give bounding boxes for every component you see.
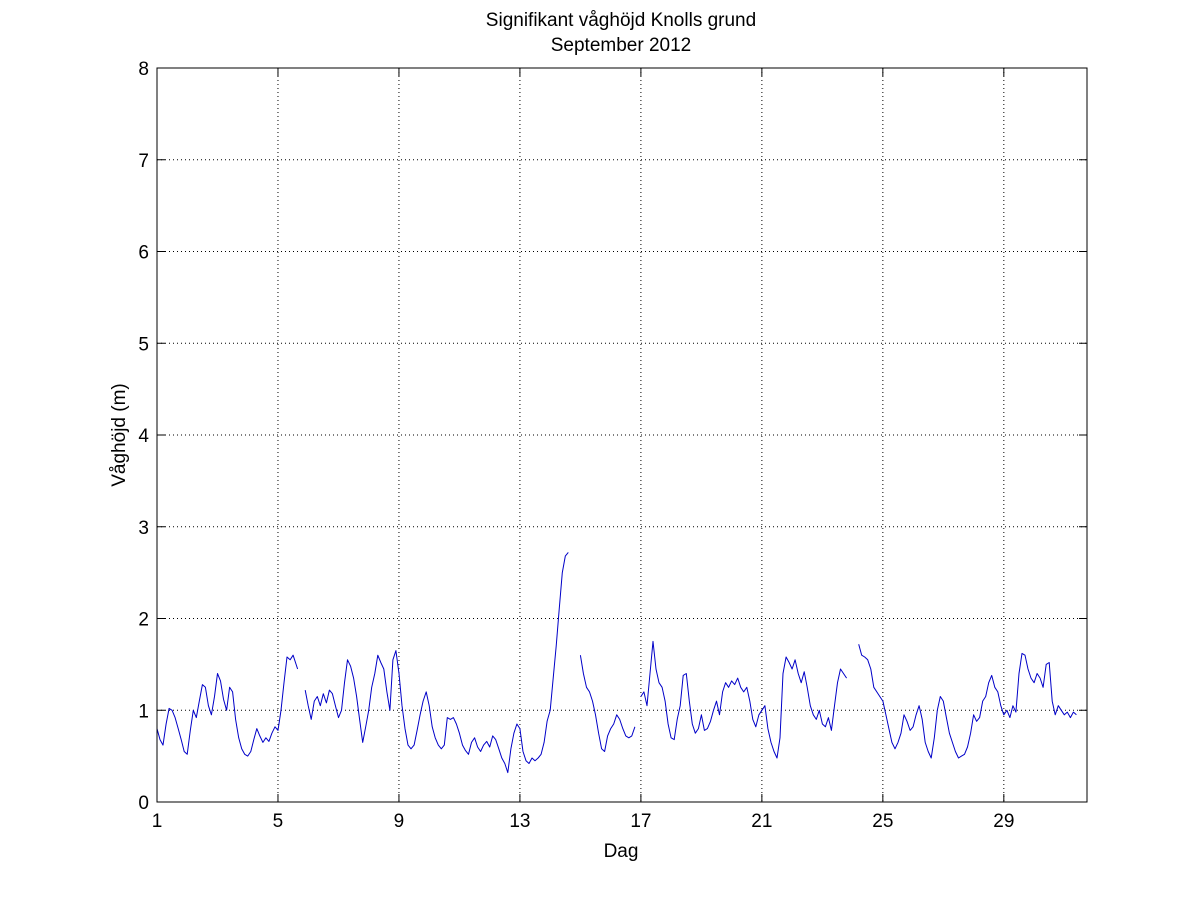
x-tick-label: 1 bbox=[152, 811, 163, 832]
series-line-segment bbox=[579, 655, 636, 752]
wave-height-series bbox=[156, 552, 1077, 774]
chart-title: Signifikant våghöjd Knolls grund bbox=[486, 10, 756, 31]
grid-lines bbox=[157, 68, 1087, 802]
y-tick-label: 0 bbox=[138, 793, 149, 814]
x-tick-label: 5 bbox=[273, 811, 284, 832]
series-line-segment bbox=[304, 552, 569, 774]
x-tick-label: 9 bbox=[394, 811, 405, 832]
y-tick-label: 2 bbox=[138, 610, 149, 631]
series-line-segment bbox=[858, 644, 1077, 759]
x-tick-label: 21 bbox=[751, 811, 772, 832]
x-tick-label: 13 bbox=[509, 811, 530, 832]
y-tick-label: 6 bbox=[138, 243, 149, 264]
y-axis-label: Våghöjd (m) bbox=[109, 383, 130, 487]
y-tick-label: 3 bbox=[138, 518, 149, 539]
y-tick-label: 8 bbox=[138, 59, 149, 80]
chart-subtitle: September 2012 bbox=[551, 35, 692, 56]
series-line-segment bbox=[156, 654, 299, 757]
x-tick-label: 25 bbox=[872, 811, 893, 832]
x-axis-label: Dag bbox=[604, 841, 639, 862]
x-tick-label: 29 bbox=[993, 811, 1014, 832]
x-tick-label: 17 bbox=[630, 811, 651, 832]
y-tick-label: 5 bbox=[138, 334, 149, 355]
y-tick-label: 7 bbox=[138, 151, 149, 172]
series-line-segment bbox=[640, 640, 848, 759]
y-tick-label: 1 bbox=[138, 701, 149, 722]
y-tick-label: 4 bbox=[138, 426, 149, 447]
